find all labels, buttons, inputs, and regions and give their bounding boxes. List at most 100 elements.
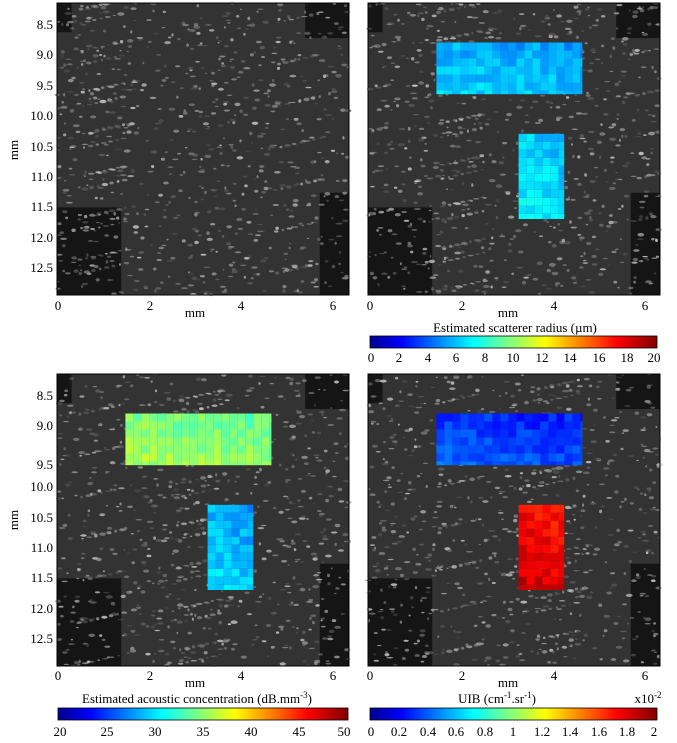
x-axis: 0 2 4 6 mm [367, 668, 649, 690]
colorbar-tick: 2 [396, 350, 403, 365]
colorbar-tick: 50 [338, 724, 351, 739]
colorbar-label: Estimated acoustic concentration (dB.mm-… [82, 690, 312, 706]
colorbar-tick: 45 [293, 724, 306, 739]
colorbar-ticks: 0 2 4 6 8 10 12 14 16 18 20 [368, 350, 661, 365]
y-axis-label: mm [6, 140, 21, 160]
x-tick-label: 4 [551, 298, 558, 313]
panel-bottom-right: 0 2 4 6 mm UIB (cm-1.sr-1) x10-2 0 0.2 0… [365, 373, 664, 739]
colorbar-label-end: ) [308, 691, 312, 706]
colorbar-tick: 0 [368, 350, 375, 365]
uib-overlay [436, 413, 583, 590]
colorbar-label-sup: -3 [300, 690, 308, 700]
colorbar-tick: 2 [651, 724, 658, 739]
speckle-texture [54, 1, 352, 297]
x-tick-label: 2 [459, 298, 466, 313]
colorbar-tick: 1.4 [562, 724, 579, 739]
scatterer-radius-overlay [436, 42, 583, 219]
y-tick-label: 9.5 [37, 457, 53, 472]
colorbar-tick: 35 [197, 724, 210, 739]
y-tick-label: 10.0 [30, 108, 53, 123]
colorbar-tick: 1.2 [534, 724, 550, 739]
colorbar-tick: 16 [593, 350, 607, 365]
x-axis-label: mm [498, 675, 518, 690]
colorbar-gradient [369, 335, 658, 349]
x-tick-label: 2 [147, 298, 154, 313]
colorbar-tick: 12 [536, 350, 549, 365]
colorbar-tick: 0.2 [391, 724, 407, 739]
x-tick-label: 2 [459, 668, 466, 683]
colorbar-tick: 30 [149, 724, 162, 739]
plot-frame [56, 373, 350, 667]
colorbar-multiplier-base: x10 [635, 691, 655, 706]
colorbar-label-mid: .sr [511, 691, 524, 706]
colorbar-tick: 1.6 [591, 724, 608, 739]
x-tick-label: 6 [642, 298, 649, 313]
y-tick-label: 8.5 [37, 388, 53, 403]
colorbar-tick: 1.8 [619, 724, 635, 739]
colorbar-tick: 1 [510, 724, 517, 739]
x-tick-label: 4 [551, 668, 558, 683]
x-axis-label: mm [498, 305, 518, 320]
colorbar-gradient [57, 707, 349, 721]
colorbar-tick: 6 [453, 350, 460, 365]
colorbar-tick: 0.8 [477, 724, 493, 739]
colorbar-label: Estimated scatterer radius (µm) [433, 320, 597, 335]
colorbar-label-text: Estimated acoustic concentration (dB.mm [82, 691, 300, 706]
colorbar-tick: 20 [648, 350, 661, 365]
colorbar-tick: 20 [54, 724, 67, 739]
x-tick-label: 4 [238, 668, 245, 683]
colorbar-tick: 0 [368, 724, 375, 739]
colorbar-tick: 40 [245, 724, 258, 739]
colorbar: UIB (cm-1.sr-1) x10-2 0 0.2 0.4 0.6 0.8 … [368, 690, 662, 739]
x-axis: 0 2 4 6 mm [55, 298, 337, 320]
y-tick-label: 9.5 [37, 78, 53, 93]
colorbar-label: UIB (cm-1.sr-1) [458, 690, 536, 706]
colorbar-ticks: 20 25 30 35 40 45 50 [54, 724, 351, 739]
y-tick-label: 9.0 [37, 418, 53, 433]
x-tick-label: 4 [238, 298, 245, 313]
x-tick-label: 6 [642, 668, 649, 683]
panel-bottom-left: 0 2 4 6 mm 8.5 9.0 9.5 10.0 10.5 11.0 11… [6, 373, 352, 739]
colorbar-multiplier-exp: -2 [654, 690, 662, 700]
colorbar-tick: 14 [564, 350, 578, 365]
panel-top-right: 0 2 4 6 mm Estimated scatterer radius (µ… [365, 1, 662, 365]
plot-frame [56, 2, 350, 296]
x-tick-label: 6 [330, 298, 337, 313]
speckle-texture [54, 373, 352, 668]
y-tick-label: 12.5 [30, 631, 53, 646]
speckle-texture [365, 1, 662, 296]
colorbar-tick: 18 [621, 350, 634, 365]
colorbar: Estimated scatterer radius (µm) 0 2 4 6 … [368, 320, 661, 365]
plot-frame [367, 2, 661, 296]
x-axis: 0 2 4 6 mm [55, 668, 337, 690]
colorbar-label-text: UIB (cm [458, 691, 504, 706]
colorbar-tick: 0.6 [448, 724, 465, 739]
y-tick-label: 12.5 [30, 260, 53, 275]
colorbar-tick: 25 [101, 724, 114, 739]
colorbar-tick: 4 [425, 350, 432, 365]
x-axis-label: mm [185, 305, 205, 320]
x-tick-label: 6 [330, 668, 337, 683]
y-tick-label: 12.0 [30, 601, 53, 616]
colorbar-tick: 10 [507, 350, 520, 365]
plot-frame [367, 373, 661, 667]
acoustic-concentration-overlay [125, 413, 272, 590]
x-tick-label: 0 [55, 668, 62, 683]
y-tick-label: 11.5 [31, 199, 53, 214]
y-tick-label: 11.0 [31, 540, 53, 555]
colorbar-ticks: 0 0.2 0.4 0.6 0.8 1 1.2 1.4 1.6 1.8 2 [368, 724, 658, 739]
colorbar-label-sup2: -1 [524, 690, 532, 700]
y-tick-label: 12.0 [30, 230, 53, 245]
x-axis-label: mm [185, 675, 205, 690]
colorbar-label-sup: -1 [504, 690, 512, 700]
y-axis-label: mm [6, 510, 21, 530]
y-tick-label: 10.5 [30, 139, 53, 154]
colorbar-gradient [369, 707, 658, 721]
y-tick-label: 10.0 [30, 479, 53, 494]
colorbar-label-end: ) [532, 691, 536, 706]
colorbar-tick: 8 [482, 350, 489, 365]
x-tick-label: 0 [367, 668, 374, 683]
y-tick-label: 8.5 [37, 17, 53, 32]
x-tick-label: 0 [55, 298, 62, 313]
